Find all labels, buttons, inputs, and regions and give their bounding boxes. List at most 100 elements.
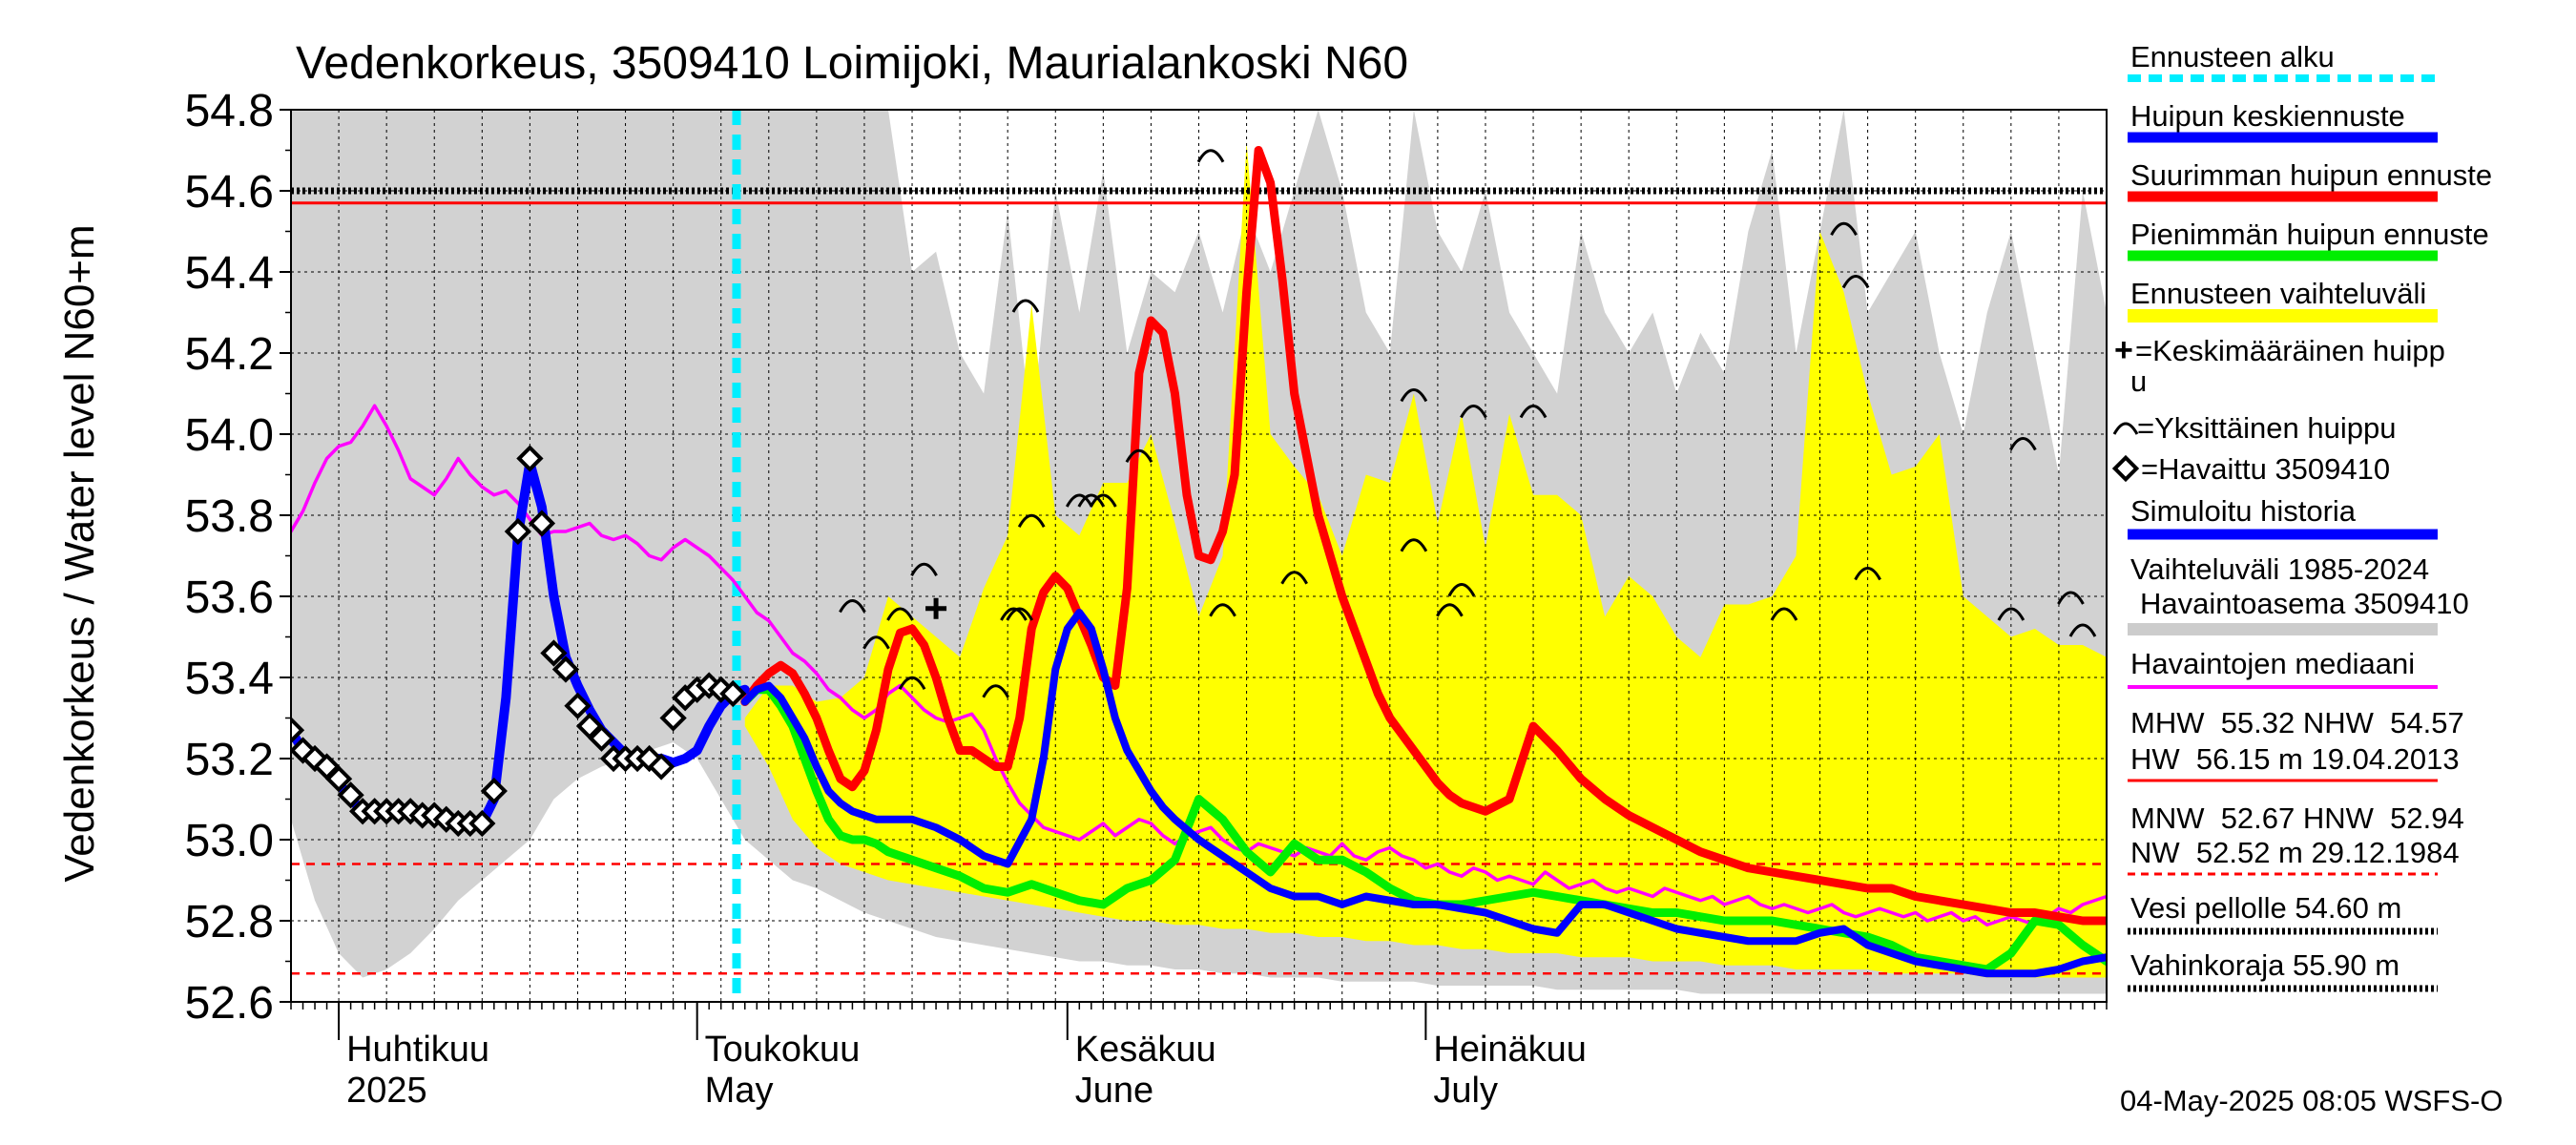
y-tick-label: 54.4 (185, 248, 274, 299)
observed-point (551, 656, 580, 683)
y-tick-label: 54.2 (185, 329, 274, 380)
observed-point (291, 717, 305, 744)
arc-icon (2112, 422, 2139, 435)
x-month-label: Toukokuu (705, 1030, 861, 1070)
observed-point (564, 692, 592, 719)
x-month-label-en: May (705, 1071, 774, 1111)
y-tick-label: 53.4 (185, 654, 274, 704)
y-axis-label: Vedenkorkeus / Water level N60+m (56, 224, 103, 882)
legend-mean-forecast: Huipun keskiennuste (2128, 99, 2438, 143)
legend-mean-peak-label: =Keskimääräinen huipp (2135, 334, 2445, 367)
legend-forecast-start-label: Ennusteen alku (2130, 40, 2335, 73)
x-month-label: Huhtikuu (346, 1030, 489, 1070)
individual-peak (1006, 607, 1034, 621)
legend-max-forecast: Suurimman huipun ennuste (2128, 158, 2492, 202)
individual-peak (1065, 493, 1093, 508)
legend-forecast-range: Ennusteen vaihteluväli (2128, 277, 2438, 323)
individual-peak (1209, 603, 1236, 617)
series-havaintojen-mediaani (291, 404, 2107, 926)
individual-peak (898, 676, 926, 690)
legend-stats-low-line2: NW 52.52 m 29.12.1984 (2130, 836, 2460, 869)
individual-peak (2068, 623, 2097, 637)
y-tick-label: 53.2 (185, 735, 274, 785)
forecast-range-band (744, 142, 2107, 978)
plus-icon: + (2114, 332, 2133, 368)
observed-point (468, 809, 496, 838)
individual-peak (1196, 149, 1225, 163)
observed-point (719, 679, 747, 708)
individual-peak (1017, 513, 1046, 528)
legend-min-forecast: Pienimmän huipun ennuste (2128, 218, 2489, 261)
y-tick-label: 53.6 (185, 572, 274, 623)
legend-damage-level-label: Vahinkoraja 55.90 m (2130, 948, 2399, 982)
legend-stats-low: MNW 52.67 HNW 52.94 NW 52.52 m 29.12.198… (2128, 802, 2464, 876)
grid-lines (291, 110, 2107, 1002)
legend-mean-peak: + =Keskimääräinen huipp u (2114, 332, 2445, 398)
legend-stats-low-line1: MNW 52.67 HNW 52.94 (2130, 802, 2464, 835)
footer-timestamp: 04-May-2025 08:05 WSFS-O (2120, 1084, 2503, 1117)
legend-damage-level: Vahinkoraja 55.90 m (2128, 948, 2438, 992)
diamond-icon (2111, 454, 2140, 483)
individual-peak (1090, 493, 1117, 508)
legend-historical-range: Vaihteluväli 1985-2024 Havaintoasema 350… (2128, 552, 2469, 635)
series-suurimman-huipun-ennuste (740, 146, 2107, 926)
y-tick-label: 54.6 (185, 167, 274, 218)
individual-peak (910, 562, 938, 576)
individual-peak-markers (839, 149, 2097, 698)
mean-peak-marker (925, 597, 947, 619)
individual-peak (1400, 538, 1428, 552)
observed-point (516, 445, 544, 472)
legend-field-level-label: Vesi pellolle 54.60 m (2130, 891, 2401, 925)
legend-simulated: Simuloitu historia (2128, 494, 2438, 540)
y-tick-label: 52.8 (185, 897, 274, 947)
chart-title: Vedenkorkeus, 3509410 Loimijoki, Maurial… (296, 38, 1408, 89)
legend-observed: =Havaittu 3509410 (2111, 452, 2390, 486)
legend-field-level: Vesi pellolle 54.60 m (2128, 891, 2438, 935)
legend-mean-peak-label-cont: u (2130, 364, 2147, 398)
plot-area (291, 110, 2107, 1002)
legend-observed-label: =Havaittu 3509410 (2141, 452, 2390, 486)
x-month-label-en: 2025 (346, 1071, 427, 1111)
individual-peak (982, 684, 1009, 698)
legend-historical-range-swatch (2128, 623, 2438, 635)
legend-stats-high: MHW 55.32 NHW 54.57 HW 56.15 m 19.04.201… (2128, 706, 2464, 782)
legend-simulated-label: Simuloitu historia (2130, 494, 2357, 528)
mean-peak (925, 597, 947, 619)
observed-point (337, 781, 364, 809)
x-month-label-en: July (1433, 1071, 1498, 1111)
legend-forecast-range-swatch (2128, 309, 2438, 323)
individual-peak (1841, 275, 1870, 289)
x-month-label-en: June (1075, 1071, 1153, 1111)
individual-peak (1000, 607, 1028, 621)
legend-median: Havaintojen mediaani (2128, 647, 2438, 689)
individual-peak (1830, 221, 1858, 236)
individual-peak (1125, 448, 1153, 463)
individual-peak (1519, 405, 1548, 419)
individual-peak (2057, 591, 2085, 605)
y-axis: 54.8 54.6 54.4 54.2 54.0 53.8 53.6 53.4 53.2 53.0… (185, 86, 291, 1029)
individual-peak (1460, 405, 1487, 419)
legend-forecast-range-label: Ennusteen vaihteluväli (2130, 277, 2426, 310)
individual-peak (1077, 493, 1106, 508)
x-month-label: Kesäkuu (1075, 1030, 1216, 1070)
observed-point (504, 517, 532, 546)
individual-peak (839, 599, 866, 614)
individual-peak (1436, 603, 1464, 617)
legend-max-forecast-label: Suurimman huipun ennuste (2130, 158, 2492, 192)
individual-peak (886, 607, 914, 621)
individual-peak (862, 635, 890, 650)
individual-peak (1770, 607, 1798, 621)
observed-point (647, 753, 675, 781)
individual-peak (1400, 388, 1428, 403)
y-tick-label: 53.8 (185, 491, 274, 542)
legend-individual-peak-label: =Yksittäinen huippu (2137, 411, 2396, 445)
individual-peak (1997, 607, 2025, 621)
individual-peak (1854, 567, 1881, 581)
legend: Ennusteen alku Huipun keskiennuste Suuri… (2111, 40, 2492, 992)
legend-historical-range-label2: Havaintoasema 3509410 (2140, 587, 2469, 620)
y-tick-label: 53.0 (185, 816, 274, 866)
legend-median-label: Havaintojen mediaani (2130, 647, 2415, 680)
legend-min-forecast-label: Pienimmän huipun ennuste (2130, 218, 2489, 251)
individual-peak (1011, 299, 1040, 313)
y-tick-label: 52.6 (185, 978, 274, 1029)
